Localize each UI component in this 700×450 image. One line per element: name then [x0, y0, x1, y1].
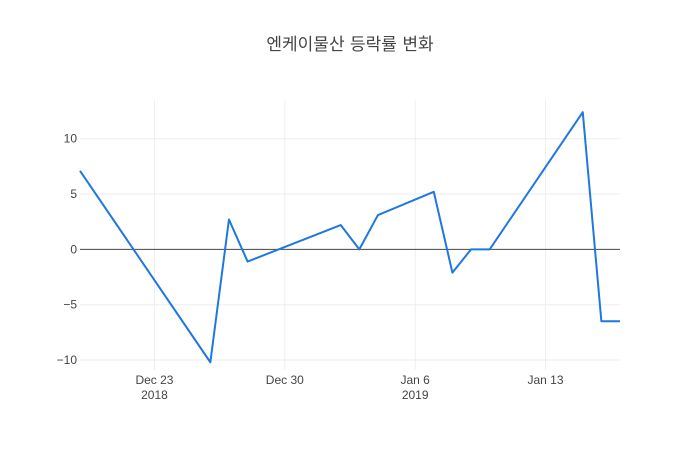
y-tick-label: −5 [63, 298, 77, 312]
series-line [79, 111, 620, 364]
x-tick-label: Jan 6 [400, 373, 430, 387]
x-tick-label: Dec 23 [135, 373, 173, 387]
y-tick-label: 5 [70, 187, 77, 201]
x-tick-label: Dec 30 [266, 373, 304, 387]
x-tick-year-label: 2019 [402, 388, 429, 402]
chart-title: 엔케이물산 등락률 변화 [266, 35, 434, 55]
y-axis-tick-labels: 10 5 0 −5 −10 [57, 132, 78, 367]
x-gridlines [153, 100, 547, 370]
x-tick-year-label: 2018 [141, 388, 168, 402]
x-tick-label: Jan 13 [528, 373, 564, 387]
series-group [79, 111, 620, 364]
y-tick-label: 0 [70, 242, 77, 256]
y-tick-label: −10 [57, 353, 78, 367]
y-tick-label: 10 [64, 132, 78, 146]
